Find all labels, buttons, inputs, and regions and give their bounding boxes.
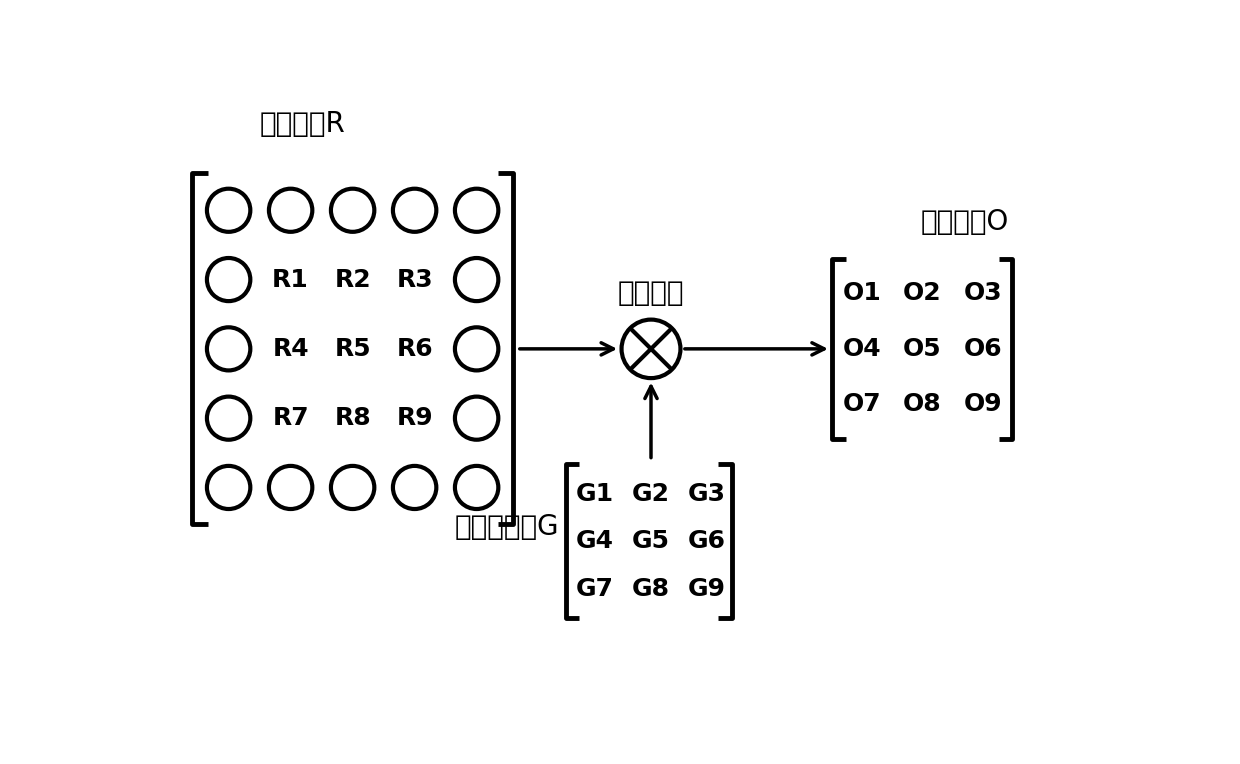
Text: G8: G8 <box>632 577 670 601</box>
Text: 点积运算: 点积运算 <box>618 280 684 307</box>
Text: 输入矩阵R: 输入矩阵R <box>259 110 345 138</box>
Text: 卷积核矩阵G: 卷积核矩阵G <box>455 513 559 542</box>
Text: G1: G1 <box>577 481 614 506</box>
Text: O5: O5 <box>903 337 941 361</box>
Text: R4: R4 <box>273 337 309 361</box>
Text: O1: O1 <box>842 281 882 306</box>
Text: G2: G2 <box>632 481 670 506</box>
Text: G9: G9 <box>688 577 725 601</box>
Text: R3: R3 <box>397 267 433 292</box>
Text: R8: R8 <box>335 406 371 430</box>
Text: G3: G3 <box>688 481 725 506</box>
Text: R7: R7 <box>273 406 309 430</box>
Text: O6: O6 <box>963 337 1002 361</box>
Text: O8: O8 <box>903 392 941 416</box>
Text: R5: R5 <box>335 337 371 361</box>
Text: R9: R9 <box>397 406 433 430</box>
Text: R6: R6 <box>397 337 433 361</box>
Text: G5: G5 <box>632 529 670 553</box>
Text: G4: G4 <box>577 529 614 553</box>
Text: O4: O4 <box>842 337 882 361</box>
Text: O3: O3 <box>963 281 1002 306</box>
Text: R2: R2 <box>335 267 371 292</box>
Text: O9: O9 <box>963 392 1002 416</box>
Text: 输出矩阵O: 输出矩阵O <box>921 208 1009 236</box>
Text: O2: O2 <box>903 281 941 306</box>
Text: R1: R1 <box>273 267 309 292</box>
Text: O7: O7 <box>842 392 882 416</box>
Text: G6: G6 <box>688 529 725 553</box>
Text: G7: G7 <box>577 577 614 601</box>
